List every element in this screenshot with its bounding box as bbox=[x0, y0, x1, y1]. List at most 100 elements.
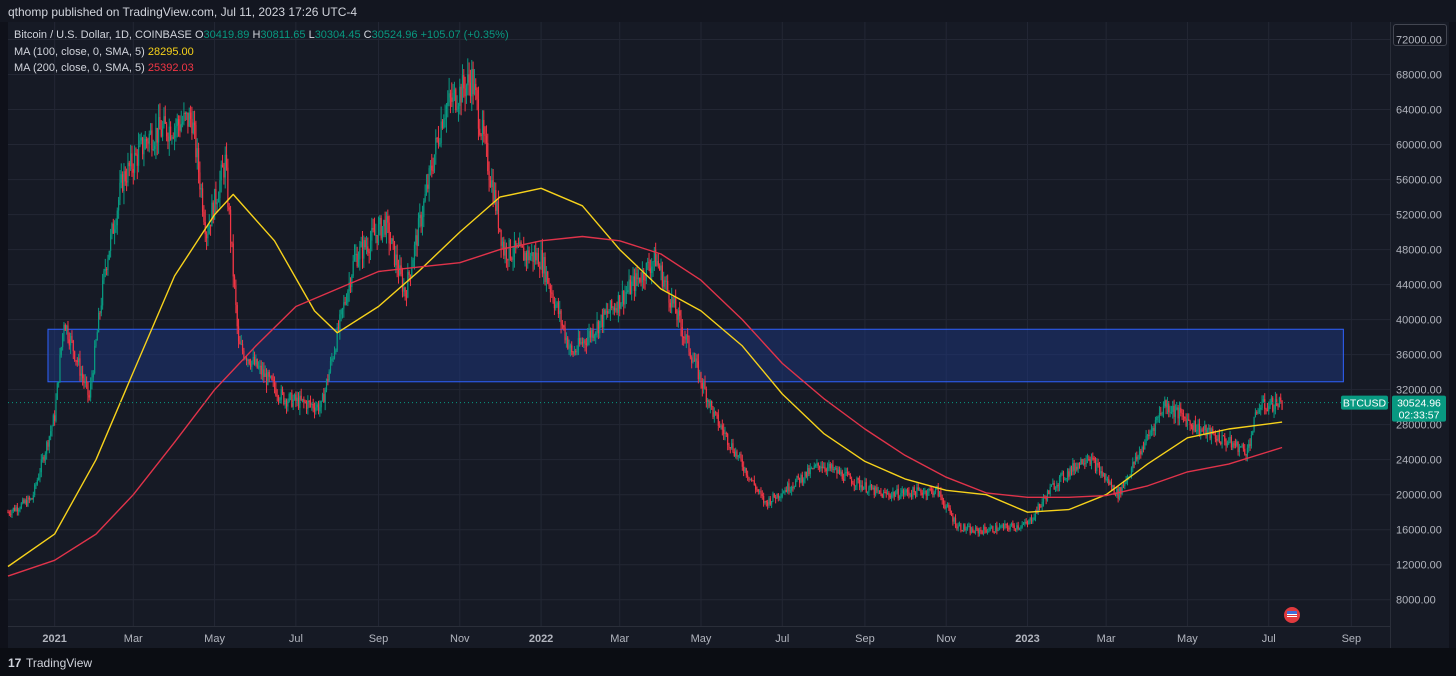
candle-body bbox=[460, 86, 462, 103]
candle-body bbox=[1057, 484, 1059, 487]
candle-body bbox=[1176, 407, 1178, 410]
candle-body bbox=[922, 492, 925, 496]
candle-body bbox=[43, 457, 45, 461]
candle-body bbox=[1093, 458, 1095, 461]
candle-body bbox=[180, 123, 182, 131]
candle-body bbox=[846, 472, 849, 475]
candle-body bbox=[367, 246, 369, 252]
legend: Bitcoin / U.S. Dollar, 1D, COINBASE O304… bbox=[14, 27, 509, 77]
candle-body bbox=[177, 119, 180, 125]
candle-body bbox=[815, 465, 817, 467]
candle-body bbox=[747, 475, 749, 477]
x-tick-label: Mar bbox=[1097, 633, 1116, 645]
price-scale-settings-button[interactable] bbox=[1393, 24, 1447, 46]
candle-body bbox=[22, 499, 24, 504]
publish-bar: qthomp published on TradingView.com, Jul… bbox=[0, 0, 1456, 22]
candle-body bbox=[1098, 465, 1101, 474]
candle-body bbox=[159, 117, 161, 130]
candle-body bbox=[869, 484, 871, 488]
candle-body bbox=[593, 335, 595, 338]
publish-info: qthomp published on TradingView.com, Jul… bbox=[8, 5, 358, 19]
candle-body bbox=[910, 494, 913, 497]
price-tag-bg bbox=[1392, 395, 1446, 422]
candle-body bbox=[333, 352, 336, 359]
candle-body bbox=[292, 399, 294, 407]
candle-body bbox=[797, 475, 799, 478]
candle-body bbox=[783, 492, 785, 494]
candle-body bbox=[1253, 416, 1255, 432]
candle-body bbox=[688, 336, 690, 353]
candle-body bbox=[880, 492, 882, 494]
candle-body bbox=[736, 451, 738, 457]
candle-body bbox=[223, 167, 225, 178]
candle-body bbox=[609, 300, 611, 313]
candle-body bbox=[181, 122, 184, 124]
footer-brand[interactable]: TradingView bbox=[26, 656, 93, 670]
candle-body bbox=[553, 301, 556, 309]
ma200-label: MA (200, close, 0, SMA, 5) bbox=[14, 62, 145, 74]
candle-body bbox=[641, 270, 643, 283]
candle-body bbox=[351, 275, 353, 288]
candle-body bbox=[699, 372, 701, 380]
candle-body bbox=[764, 500, 766, 503]
candle-body bbox=[1181, 412, 1183, 414]
candle-body bbox=[689, 352, 691, 358]
candle-body bbox=[1141, 447, 1143, 455]
candle-body bbox=[660, 265, 662, 271]
y-tick-label: 16000.00 bbox=[1396, 525, 1442, 537]
candle-body bbox=[748, 476, 750, 480]
candle-body bbox=[572, 352, 574, 355]
candle-body bbox=[279, 399, 281, 401]
candle-body bbox=[259, 365, 261, 367]
candle-body bbox=[1101, 471, 1103, 477]
candle-body bbox=[50, 431, 52, 437]
candle-body bbox=[937, 486, 939, 497]
candle-body bbox=[153, 145, 156, 150]
candle-body bbox=[655, 249, 657, 267]
candle-body bbox=[1166, 403, 1169, 408]
candle-body bbox=[948, 504, 950, 509]
candle-body bbox=[596, 321, 598, 333]
candle-body bbox=[433, 154, 436, 171]
us-flag-event-icon[interactable] bbox=[1284, 607, 1300, 623]
candle-body bbox=[565, 337, 567, 341]
candle-body bbox=[304, 401, 306, 403]
candle-body bbox=[211, 202, 213, 227]
candle-body bbox=[155, 127, 157, 146]
candle-body bbox=[969, 526, 971, 534]
candle-body bbox=[327, 379, 329, 381]
tradingview-logo-icon[interactable]: 17 bbox=[8, 656, 22, 670]
candle-body bbox=[608, 312, 610, 314]
candle-body bbox=[195, 125, 197, 158]
candle-body bbox=[1192, 425, 1194, 431]
candle-body bbox=[884, 492, 886, 494]
candle-body bbox=[1277, 405, 1279, 408]
candle-body bbox=[62, 333, 64, 348]
candle-body bbox=[272, 379, 274, 381]
candle-body bbox=[777, 493, 779, 498]
candle-body bbox=[561, 323, 563, 326]
candle-body bbox=[1120, 487, 1122, 495]
candle-body bbox=[1230, 436, 1233, 448]
candle-body bbox=[1066, 471, 1069, 478]
candle-body bbox=[228, 207, 230, 210]
candle-body bbox=[136, 154, 138, 166]
candle-body bbox=[1038, 503, 1041, 507]
price-axis[interactable] bbox=[1390, 22, 1449, 648]
candle-body bbox=[994, 525, 997, 533]
candle-body bbox=[457, 106, 460, 110]
candle-body bbox=[87, 382, 89, 396]
candle-body bbox=[217, 198, 220, 203]
candle-body bbox=[131, 153, 133, 169]
time-axis[interactable] bbox=[8, 626, 1390, 649]
candle-body bbox=[1073, 463, 1075, 471]
candle-body bbox=[776, 493, 778, 499]
candle-body bbox=[229, 209, 232, 242]
candle-body bbox=[443, 119, 445, 129]
candle-body bbox=[1265, 408, 1267, 410]
candle-body bbox=[156, 127, 158, 143]
candle-body bbox=[545, 271, 548, 283]
candle-body bbox=[752, 480, 754, 482]
candle-body bbox=[825, 469, 827, 471]
candle-body bbox=[515, 240, 517, 248]
